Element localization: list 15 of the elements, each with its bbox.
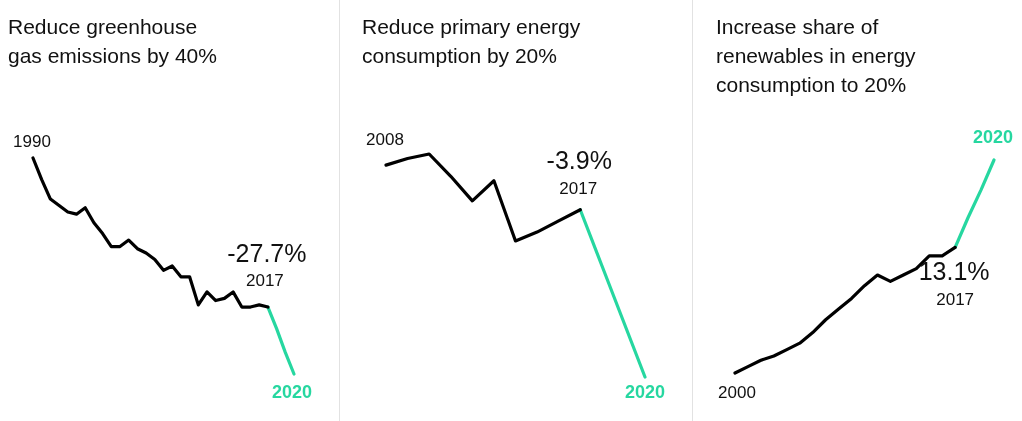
annotation: 2017 <box>245 270 284 290</box>
annotation: 13.1% <box>918 257 990 286</box>
annotation: 2017 <box>559 179 598 199</box>
text: 2020 <box>271 381 313 402</box>
chart-title: Reduce primary energy consumption by 20% <box>362 14 581 69</box>
text: 2020 <box>972 126 1014 147</box>
annotation: -27.7% <box>227 238 307 267</box>
annotation: -3.9% <box>546 145 612 174</box>
chart-title: Reduce greenhouse gas emissions by 40% <box>8 14 217 69</box>
text: 2008 <box>366 129 404 149</box>
text: 1990 <box>13 131 51 151</box>
chart-title: Increase share of renewables in energy consumption to 20% <box>716 14 916 98</box>
annotation: 2017 <box>936 290 975 310</box>
text: 2020 <box>624 381 666 402</box>
text: 2000 <box>718 382 756 402</box>
